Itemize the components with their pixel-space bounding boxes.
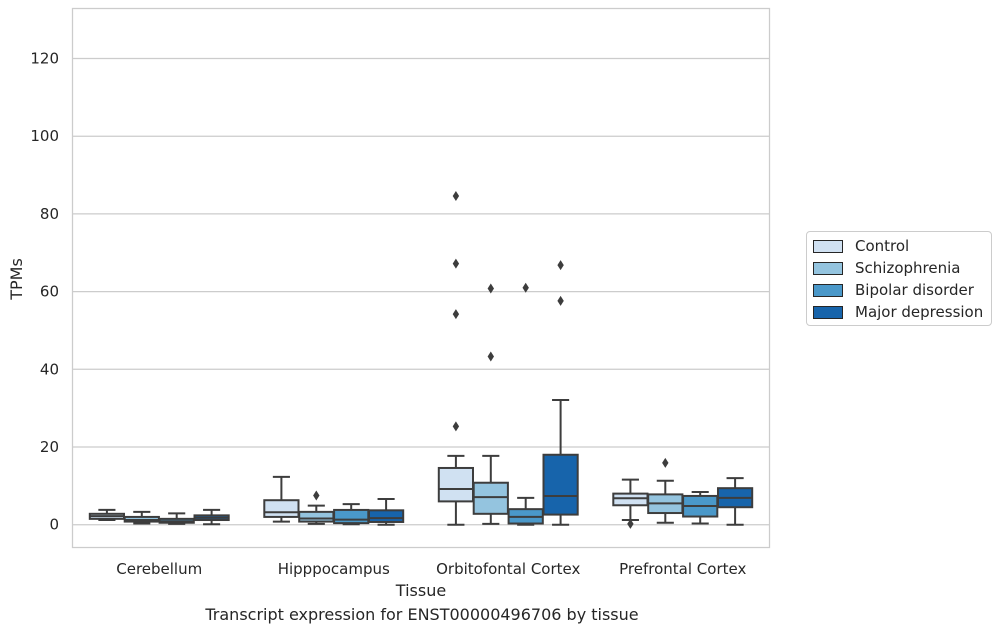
outlier-point bbox=[452, 258, 460, 269]
legend-item-major-depression: Major depression bbox=[813, 302, 983, 322]
y-tick-label: 40 bbox=[40, 360, 59, 378]
box-body bbox=[437, 466, 475, 503]
legend: Control Schizophrenia Bipolar disorder M… bbox=[806, 231, 992, 326]
box bbox=[158, 512, 195, 525]
legend-label-bipolar-disorder: Bipolar disorder bbox=[855, 281, 974, 299]
chart-title: Transcript expression for ENST0000049670… bbox=[205, 605, 639, 624]
legend-swatch-major-depression bbox=[813, 305, 843, 319]
y-tick-label: 100 bbox=[30, 127, 59, 145]
y-tick-label: 120 bbox=[30, 50, 59, 68]
x-axis-title: Tissue bbox=[395, 581, 446, 600]
outlier-point bbox=[452, 421, 460, 432]
gridlines bbox=[72, 57, 770, 526]
box bbox=[193, 508, 230, 526]
legend-item-schizophrenia: Schizophrenia bbox=[813, 258, 960, 278]
box bbox=[682, 491, 719, 525]
box bbox=[472, 283, 509, 525]
y-tick-label: 60 bbox=[40, 283, 59, 301]
box bbox=[542, 260, 579, 526]
outlier-point bbox=[313, 490, 320, 501]
box-body bbox=[333, 508, 370, 525]
box bbox=[367, 498, 405, 526]
x-tick-labels: Cerebellum Hipppocampus Orbitofontal Corte… bbox=[116, 560, 746, 578]
outlier-point bbox=[487, 283, 494, 294]
legend-label-control: Control bbox=[855, 237, 910, 255]
outlier-point bbox=[487, 351, 494, 362]
box-body bbox=[367, 509, 405, 523]
box bbox=[263, 475, 300, 523]
y-tick-label: 80 bbox=[40, 205, 59, 223]
legend-swatch-control bbox=[813, 239, 843, 253]
legend-item-control: Control bbox=[813, 236, 909, 256]
box bbox=[647, 457, 684, 524]
outlier-point bbox=[627, 518, 634, 529]
y-tick-labels: 0 20 40 60 80 100 120 bbox=[30, 50, 59, 534]
outlier-point bbox=[452, 309, 460, 320]
box-body bbox=[612, 492, 649, 507]
box-body bbox=[263, 499, 300, 518]
y-tick-label: 0 bbox=[49, 516, 59, 534]
legend-label-schizophrenia: Schizophrenia bbox=[855, 259, 961, 277]
legend-item-bipolar-disorder: Bipolar disorder bbox=[813, 280, 974, 300]
box bbox=[612, 478, 649, 529]
x-tick-label: Prefrontal Cortex bbox=[619, 560, 746, 578]
outlier-point bbox=[662, 457, 669, 468]
outlier-point bbox=[522, 282, 529, 293]
outlier-point bbox=[452, 191, 460, 202]
box bbox=[437, 191, 475, 526]
x-tick-label: Orbitofontal Cortex bbox=[436, 560, 580, 578]
outlier-point bbox=[557, 295, 564, 306]
box bbox=[88, 508, 126, 522]
box-body bbox=[542, 453, 579, 516]
box-series bbox=[88, 191, 754, 529]
x-tick-label: Cerebellum bbox=[116, 560, 202, 578]
box bbox=[123, 510, 160, 525]
outlier-point bbox=[557, 260, 564, 271]
box bbox=[716, 477, 754, 526]
box-body bbox=[298, 510, 335, 523]
box bbox=[333, 503, 370, 526]
legend-label-major-depression: Major depression bbox=[855, 303, 984, 321]
x-tick-label: Hipppocampus bbox=[278, 560, 390, 578]
plot-frame bbox=[71, 7, 771, 549]
y-axis-title: TPMs bbox=[7, 258, 26, 301]
box bbox=[298, 490, 335, 525]
box bbox=[507, 282, 544, 526]
box-body bbox=[472, 481, 509, 515]
legend-swatch-schizophrenia bbox=[813, 261, 843, 275]
legend-swatch-bipolar-disorder bbox=[813, 283, 843, 297]
y-tick-label: 20 bbox=[40, 438, 59, 456]
